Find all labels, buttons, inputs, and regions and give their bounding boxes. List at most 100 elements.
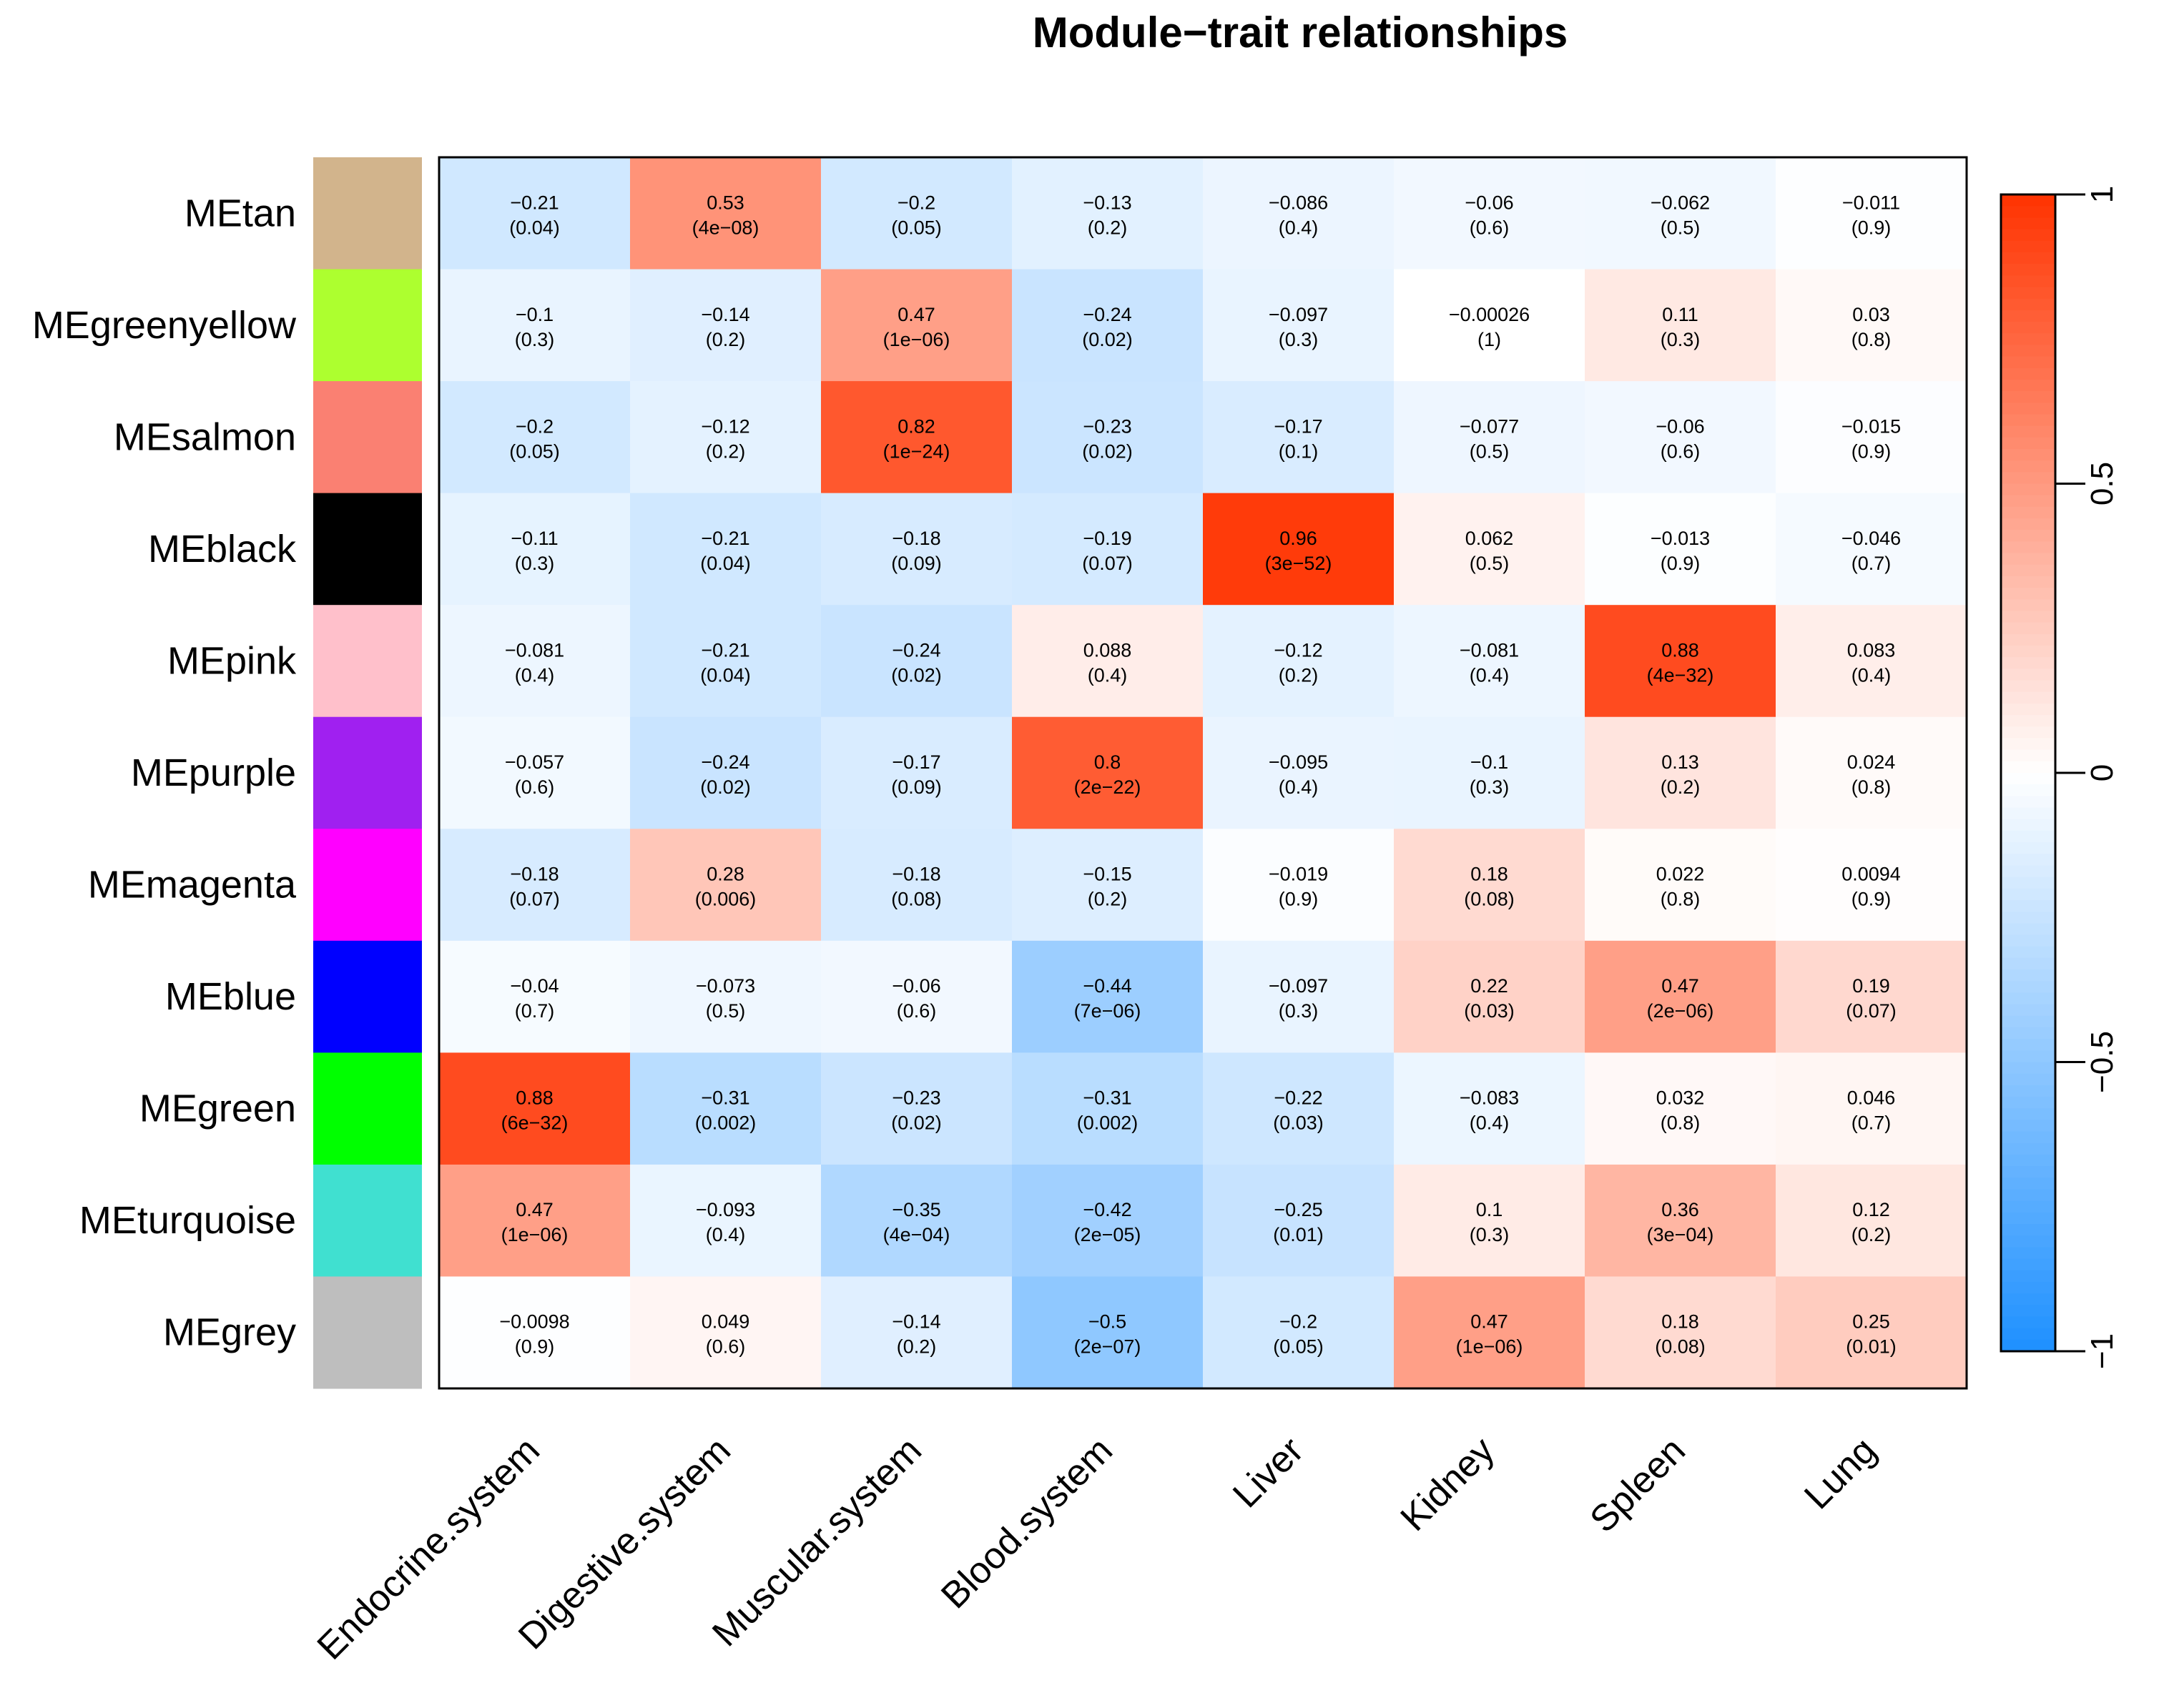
colorbar-segment: [2001, 1062, 2055, 1075]
cell-pvalue-label: (0.4): [1279, 217, 1319, 238]
cell-correlation-label: −0.17: [1274, 415, 1322, 437]
colorbar-segment: [2001, 888, 2055, 901]
heat-cell: [439, 829, 631, 942]
colorbar-segment: [2001, 1154, 2055, 1167]
colorbar-segment: [2001, 761, 2055, 774]
cell-correlation-label: −0.14: [892, 1311, 940, 1333]
heat-cell: [1203, 1164, 1395, 1277]
cell-correlation-label: −0.13: [1083, 192, 1131, 213]
cell-pvalue-label: (0.04): [509, 217, 560, 238]
heat-cell: [1585, 157, 1776, 270]
colorbar-segment: [2001, 1027, 2055, 1040]
module-swatch-MEblue: [313, 940, 422, 1053]
heat-cell: [1394, 1164, 1585, 1277]
cell-correlation-label: 0.18: [1470, 864, 1508, 885]
cell-correlation-label: −0.21: [701, 528, 749, 549]
cell-pvalue-label: (7e−06): [1074, 1000, 1141, 1022]
colorbar-segment: [2001, 957, 2055, 970]
cell-correlation-label: −0.06: [892, 975, 940, 997]
module-swatch-MEturquoise: [313, 1164, 422, 1277]
row-label-MEturquoise: MEturquoise: [79, 1199, 296, 1242]
cell-correlation-label: 0.8: [1094, 751, 1121, 773]
colorbar-segment: [2001, 310, 2055, 322]
cell-correlation-label: −0.057: [505, 751, 564, 773]
heat-cell: [1203, 1276, 1395, 1389]
cell-pvalue-label: (2e−05): [1074, 1224, 1141, 1245]
cell-correlation-label: −0.06: [1465, 192, 1513, 213]
heat-cell: [1012, 716, 1204, 829]
colorbar-segment: [2001, 367, 2055, 380]
module-swatch-MEmagenta: [313, 829, 422, 942]
heat-cell: [1203, 493, 1395, 606]
cell-pvalue-label: (0.002): [695, 1112, 757, 1134]
heat-cell: [1585, 605, 1776, 718]
cell-correlation-label: −0.093: [696, 1199, 755, 1220]
cell-pvalue-label: (0.09): [891, 776, 942, 798]
cell-pvalue-label: (0.9): [1851, 889, 1892, 910]
heat-cell: [630, 829, 822, 942]
heat-cell: [1012, 381, 1204, 494]
cell-pvalue-label: (0.6): [1661, 440, 1701, 462]
colorbar-segment: [2001, 287, 2055, 300]
cell-correlation-label: −0.073: [696, 975, 755, 997]
heat-cell: [1203, 1052, 1395, 1165]
cell-pvalue-label: (0.2): [1279, 664, 1319, 686]
cell-pvalue-label: (0.3): [515, 553, 555, 574]
colorbar-segment: [2001, 726, 2055, 739]
cell-correlation-label: 0.1: [1476, 1199, 1503, 1220]
colorbar-segment: [2001, 646, 2055, 658]
heat-cell: [821, 829, 1013, 942]
cell-correlation-label: 0.088: [1083, 639, 1132, 661]
cell-correlation-label: 0.47: [897, 304, 935, 325]
heat-cell: [1012, 940, 1204, 1053]
cell-correlation-label: −0.5: [1088, 1311, 1126, 1333]
chart-title: Module−trait relationships: [1033, 9, 1568, 56]
colorbar-segment: [2001, 1004, 2055, 1017]
cell-pvalue-label: (0.05): [509, 440, 560, 462]
cell-pvalue-label: (0.08): [891, 889, 942, 910]
heat-cell: [1012, 829, 1204, 942]
cell-correlation-label: 0.024: [1847, 751, 1896, 773]
cell-pvalue-label: (0.2): [1088, 217, 1128, 238]
heat-cell: [1203, 940, 1395, 1053]
cell-correlation-label: 0.18: [1661, 1311, 1699, 1333]
heat-cell: [1394, 269, 1585, 382]
cell-pvalue-label: (0.3): [1470, 1224, 1510, 1245]
colorbar-segment: [2001, 425, 2055, 438]
heat-cell: [630, 1164, 822, 1277]
cell-pvalue-label: (0.2): [1661, 776, 1701, 798]
cell-correlation-label: −0.12: [1274, 639, 1322, 661]
column-label-Lung: Lung: [1796, 1429, 1884, 1517]
heat-cell: [1012, 605, 1204, 718]
cell-pvalue-label: (0.07): [1846, 1000, 1897, 1022]
colorbar-segment: [2001, 611, 2055, 623]
heat-cell: [630, 269, 822, 382]
cell-correlation-label: −0.011: [1842, 192, 1900, 213]
cell-correlation-label: 0.032: [1656, 1087, 1705, 1109]
cell-correlation-label: −0.18: [510, 864, 559, 885]
row-label-MEmagenta: MEmagenta: [88, 864, 297, 907]
heat-cell: [1776, 1164, 1967, 1277]
heat-cell: [1585, 381, 1776, 494]
heat-cell: [1012, 157, 1204, 270]
cell-pvalue-label: (0.7): [515, 1000, 555, 1022]
heat-cell: [630, 157, 822, 270]
cell-pvalue-label: (0.3): [1279, 329, 1319, 350]
cell-pvalue-label: (0.7): [1851, 1112, 1892, 1134]
heat-cell: [1203, 269, 1395, 382]
heatmap-cell-labels: −0.21 (0.04) 0.53 (4e−08) −0.2 (0.05) −0.13 (0.…: [499, 192, 1901, 1357]
cell-pvalue-label: (3e−04): [1647, 1224, 1714, 1245]
cell-pvalue-label: (0.9): [1851, 440, 1892, 462]
heat-cell: [439, 381, 631, 494]
cell-correlation-label: −0.046: [1841, 528, 1901, 549]
colorbar-segment: [2001, 1212, 2055, 1225]
colorbar-tick-label: −1: [2085, 1333, 2120, 1369]
heat-cell: [1012, 269, 1204, 382]
heat-cell: [439, 1276, 631, 1389]
colorbar-segment: [2001, 715, 2055, 727]
cell-correlation-label: −0.2: [1279, 1311, 1317, 1333]
heat-cell: [1585, 1052, 1776, 1165]
heat-cell: [439, 605, 631, 718]
colorbar-segment: [2001, 356, 2055, 369]
colorbar-segment: [2001, 448, 2055, 461]
